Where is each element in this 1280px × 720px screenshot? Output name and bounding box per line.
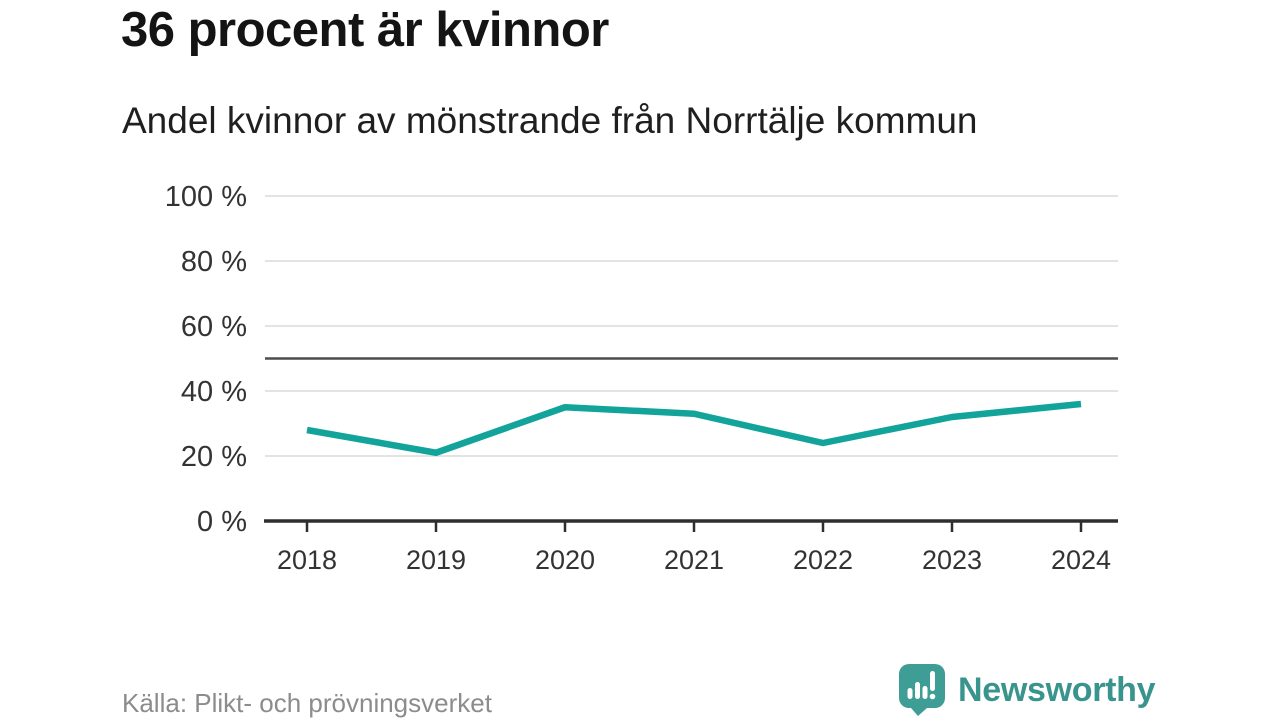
y-axis-tick-label: 0 % — [197, 506, 247, 538]
source-note: Källa: Plikt- och prövningsverket — [122, 688, 492, 718]
x-axis-tick-label: 2019 — [406, 545, 466, 575]
chart-title: 36 procent är kvinnor — [121, 3, 609, 57]
y-axis-tick-label: 60 % — [181, 311, 247, 343]
x-axis-tick-label: 2022 — [793, 545, 853, 575]
x-axis-tick-label: 2024 — [1051, 545, 1111, 575]
x-axis-tick-label: 2021 — [664, 545, 724, 575]
x-axis-tick-label: 2018 — [277, 545, 337, 575]
y-axis-tick-label: 80 % — [181, 246, 247, 278]
y-axis-tick-label: 20 % — [181, 441, 247, 473]
y-axis-tick-label: 100 % — [165, 181, 247, 213]
x-axis-tick-label: 2020 — [535, 545, 595, 575]
newsworthy-logo-icon — [899, 664, 945, 716]
chart-subtitle: Andel kvinnor av mönstrande från Norrtäl… — [122, 100, 978, 141]
brand-lockup: Newsworthy — [897, 663, 1156, 717]
x-axis-tick-label: 2023 — [922, 545, 982, 575]
brand-wordmark: Newsworthy — [958, 670, 1156, 709]
data-line-share-of-women — [306, 400, 1082, 456]
y-axis-tick-label: 40 % — [181, 376, 247, 408]
